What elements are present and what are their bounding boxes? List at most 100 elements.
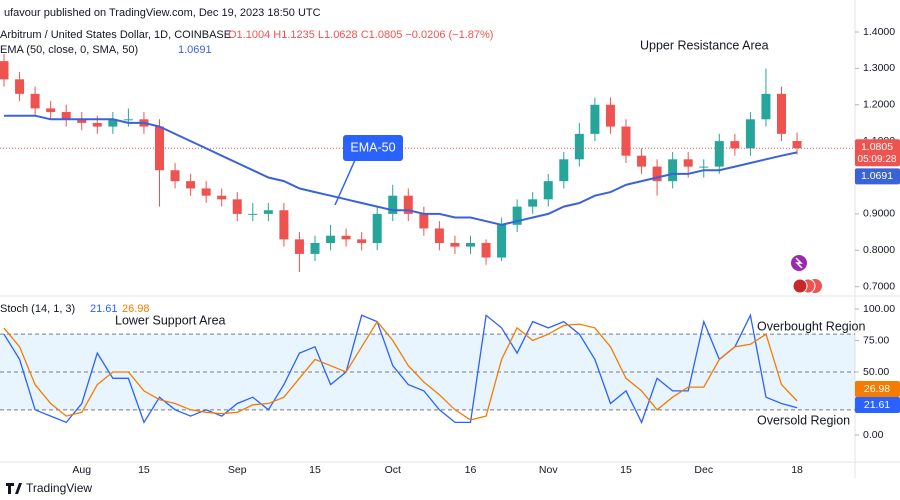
callout-box <box>343 135 403 161</box>
x-tick-label: 18 <box>791 464 803 476</box>
stoch-d-value: 26.98 <box>122 303 150 315</box>
candle-body <box>543 181 553 200</box>
ema-badge-text: 1.0691 <box>861 170 893 182</box>
candle-body <box>652 166 662 182</box>
candle-body <box>559 159 569 182</box>
candle-body <box>590 104 600 134</box>
y-tick-label: 50.00 <box>863 366 889 378</box>
candle-body <box>699 166 709 168</box>
candle-body <box>528 199 538 207</box>
annotation: Lower Support Area <box>115 313 226 327</box>
candle-body <box>186 181 196 189</box>
candle-body <box>434 228 444 243</box>
event-icon-glyph <box>795 257 803 269</box>
candle-body <box>326 235 336 243</box>
candle-body <box>30 93 40 109</box>
countdown-text: 05:09:28 <box>858 154 897 165</box>
x-tick-label: 15 <box>309 464 321 476</box>
candle-body <box>714 141 724 167</box>
candle-body <box>668 159 678 182</box>
ema-legend-value: 1.0691 <box>178 44 212 56</box>
stoch-k-value: 21.61 <box>90 303 118 315</box>
published-line: ufavour published on TradingView.com, De… <box>4 7 321 19</box>
candle-body <box>77 119 87 123</box>
series-line <box>3 313 798 425</box>
candle-body <box>263 210 273 214</box>
candle-body <box>357 239 367 243</box>
symbol-title: Arbitrum / United States Dollar, 1D, COI… <box>0 29 231 41</box>
candle-body <box>605 104 615 127</box>
candle-body <box>232 199 242 214</box>
candle-body <box>621 126 631 156</box>
candle-body <box>466 242 475 247</box>
candle-body <box>0 61 9 80</box>
candle-body <box>248 213 258 215</box>
flag-icon <box>792 278 808 294</box>
annotation: Overbought Region <box>757 319 865 333</box>
y-tick-label: 0.7000 <box>863 280 895 292</box>
x-tick-label: Sep <box>228 464 247 476</box>
stoch-badge <box>855 397 900 414</box>
callout-text: EMA-50 <box>350 140 395 154</box>
candle-body <box>279 210 289 240</box>
x-tick-label: 15 <box>620 464 632 476</box>
y-tick-label: 100.00 <box>863 303 895 315</box>
ohlc-legend: O1.1004 H1.1235 L1.0628 C1.0805 −0.0206 … <box>228 29 493 41</box>
y-tick-label: 0.9000 <box>863 208 895 220</box>
candle-body <box>92 122 102 127</box>
candle-body <box>294 239 304 254</box>
candle-body <box>683 159 693 167</box>
candle-body <box>792 140 802 149</box>
candle-body <box>574 133 584 160</box>
candle-body <box>745 119 755 149</box>
annotation: Oversold Region <box>757 413 850 427</box>
annotation: Upper Resistance Area <box>640 38 769 52</box>
x-tick-label: Nov <box>539 464 558 476</box>
price-badge-text: 1.0805 <box>861 141 893 153</box>
ema-legend: EMA (50, close, 0, SMA, 50) <box>0 44 138 56</box>
candle-body <box>497 224 507 258</box>
footer <box>0 478 900 500</box>
candle-body <box>15 79 25 94</box>
y-tick-label: 1.2000 <box>863 99 895 111</box>
candle-body <box>201 188 211 196</box>
callout-pointer <box>334 159 356 206</box>
candle-body <box>730 141 740 149</box>
x-tick-label: Dec <box>694 464 713 476</box>
series-line <box>3 320 798 421</box>
candle-body <box>46 108 56 113</box>
candle-body <box>310 242 320 254</box>
candle-body <box>450 242 460 247</box>
candle-body <box>637 155 647 167</box>
stoch-badge-text: 21.61 <box>864 399 890 411</box>
candle-body <box>61 112 71 120</box>
y-tick-label: 75.00 <box>863 334 889 346</box>
series-line <box>4 114 798 226</box>
candle-body <box>217 195 227 200</box>
candle-body <box>777 93 786 134</box>
brand-name: TradingView <box>26 481 92 495</box>
stoch-badge-text: 26.98 <box>864 383 890 395</box>
candle-body <box>170 170 180 182</box>
candle-body <box>123 119 133 121</box>
y-tick-label: 1.4000 <box>863 26 895 38</box>
plot-layer: 0.70000.80000.90001.00001.10001.20001.30… <box>0 26 900 476</box>
x-tick-label: Oct <box>385 464 401 476</box>
candle-body <box>419 213 429 229</box>
candle-body <box>761 93 771 120</box>
ema-badge <box>855 168 900 185</box>
stoch-badge <box>855 381 900 398</box>
price-badge <box>855 139 900 167</box>
candle-body <box>108 119 118 127</box>
candle-body <box>403 195 413 214</box>
candle-body <box>372 213 382 243</box>
brand-logo <box>6 483 22 494</box>
x-tick-label: 16 <box>465 464 477 476</box>
x-tick-label: 15 <box>138 464 150 476</box>
x-tick-label: Aug <box>72 464 91 476</box>
y-tick-label: 0.8000 <box>863 244 895 256</box>
candle-body <box>512 206 522 225</box>
y-tick-label: 1.3000 <box>863 62 895 74</box>
